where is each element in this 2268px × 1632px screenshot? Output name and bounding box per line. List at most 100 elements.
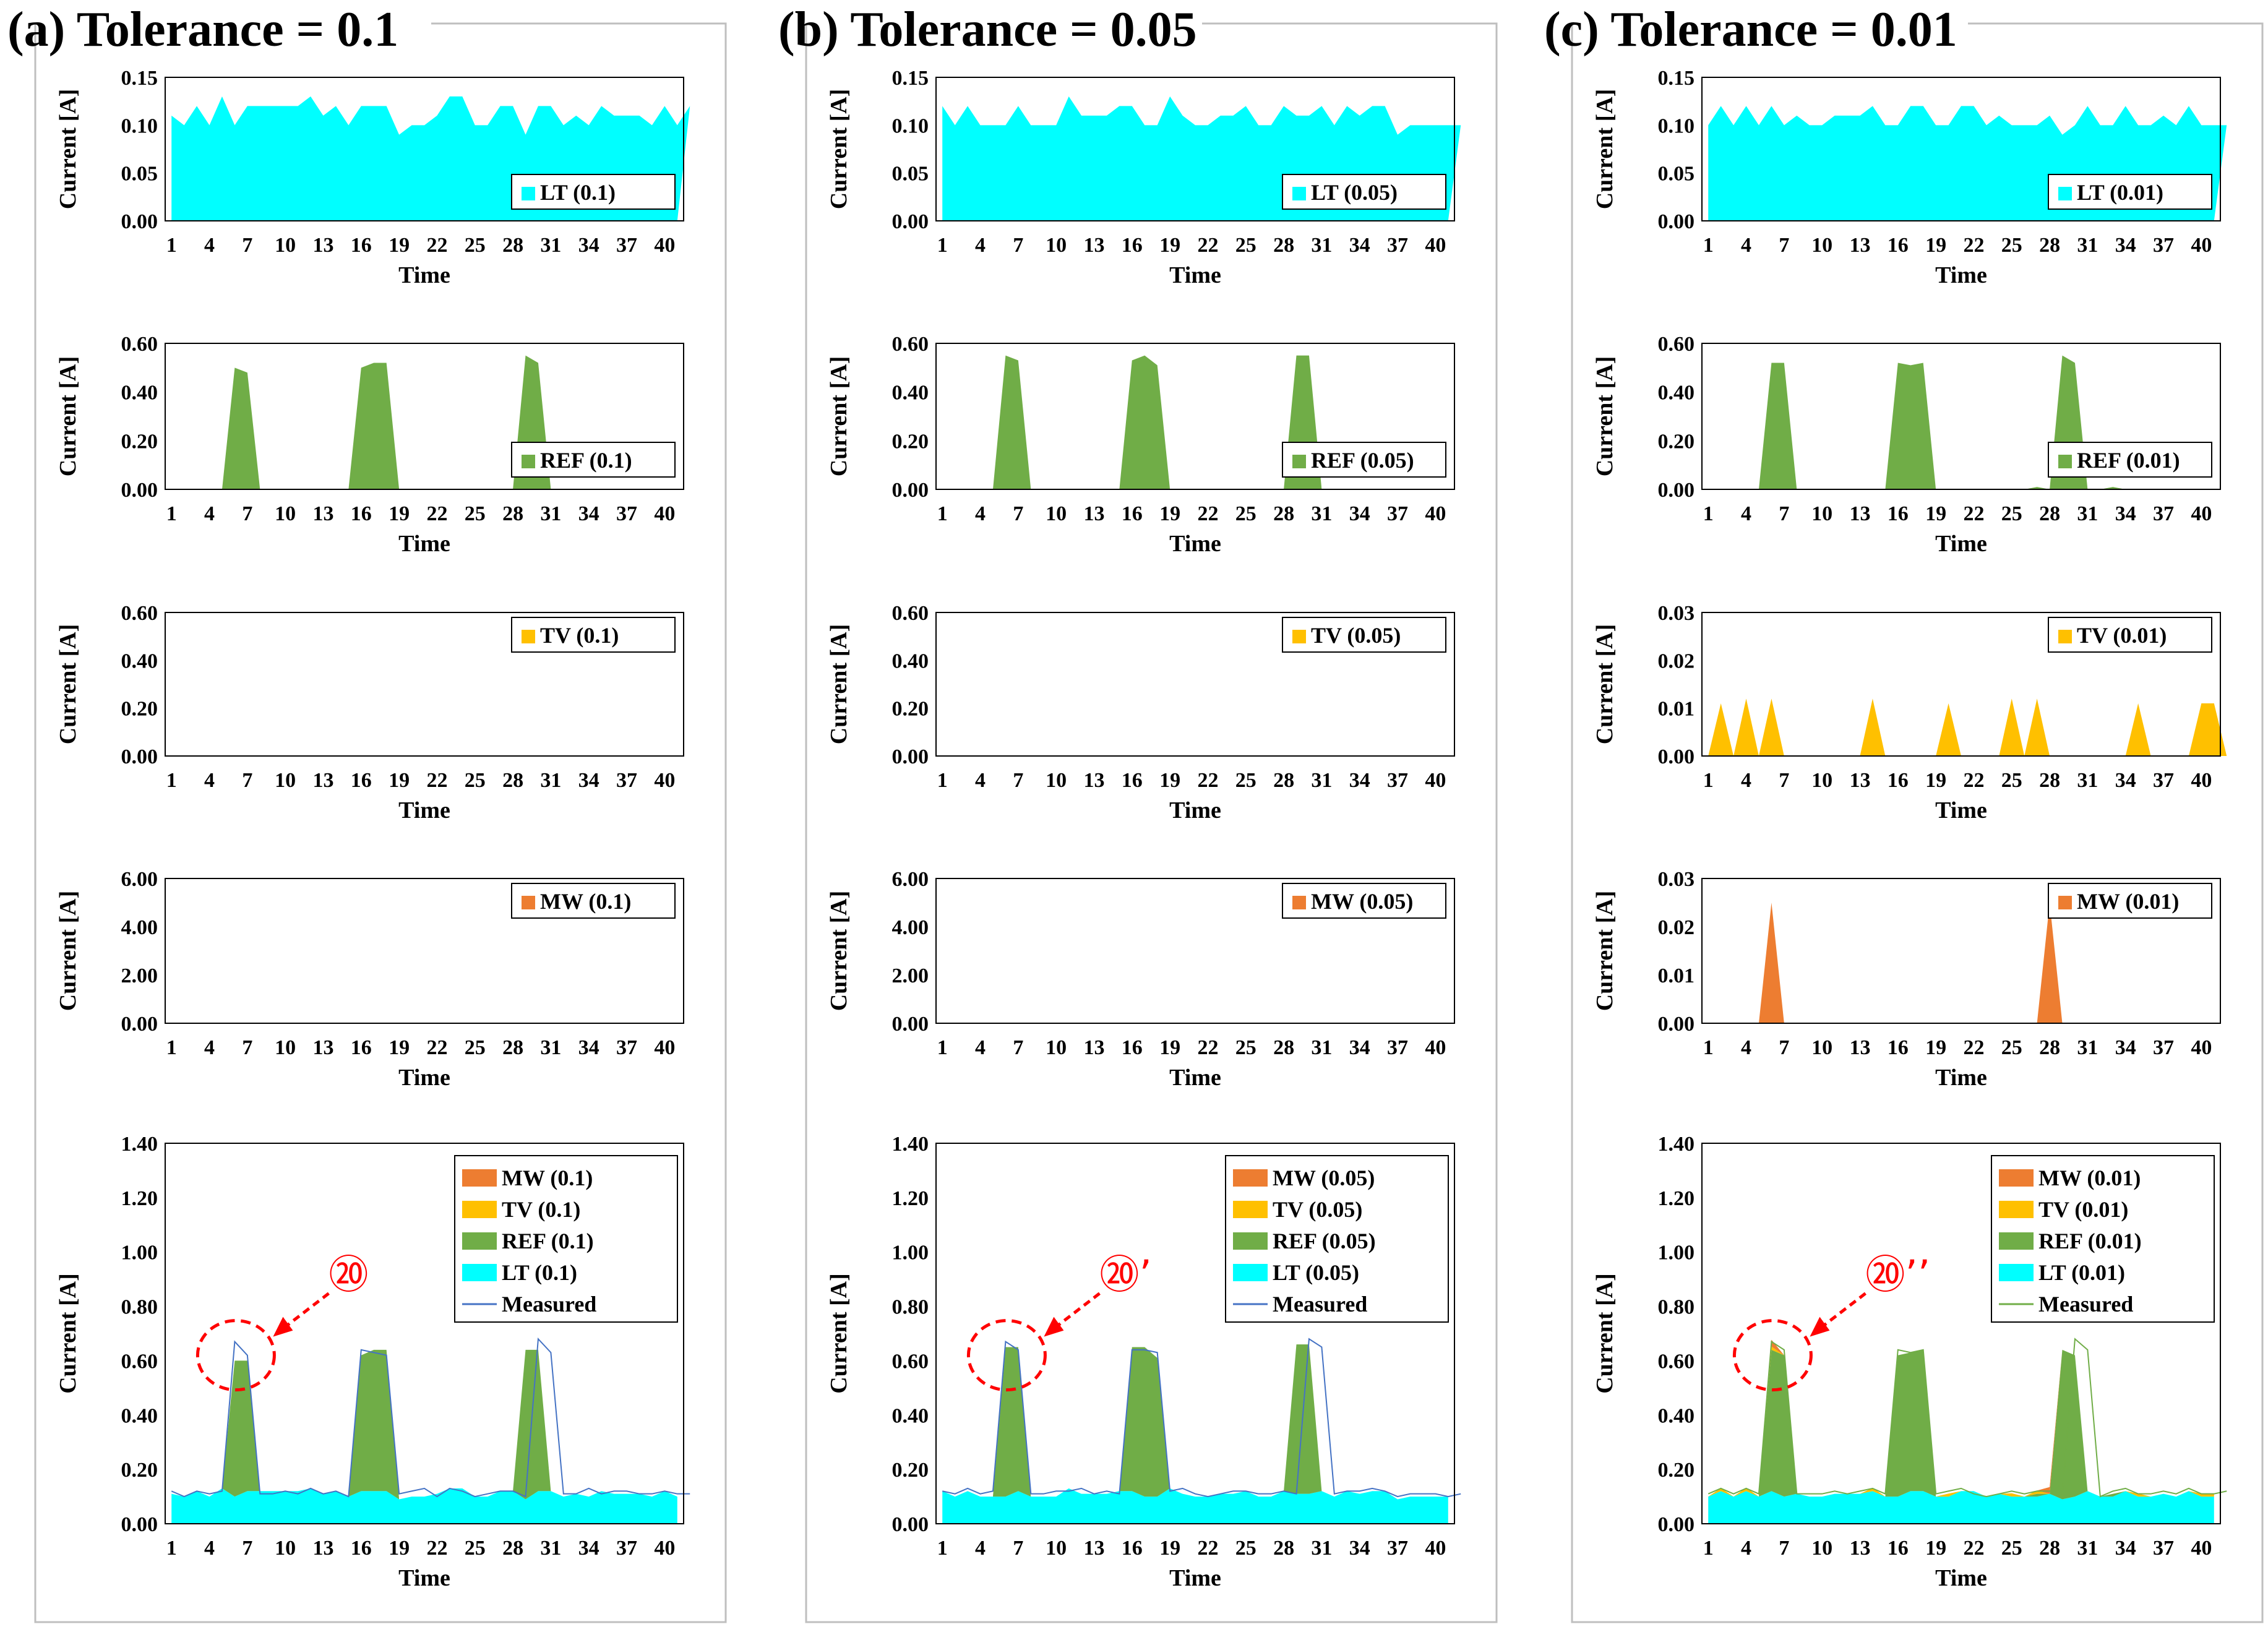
x-tick-label: 1	[937, 769, 948, 792]
x-tick-label: 16	[1888, 1036, 1909, 1059]
legend: MW (0.05)	[1282, 883, 1446, 919]
x-tick-label: 7	[1013, 502, 1023, 525]
x-tick-label: 16	[1122, 234, 1143, 257]
x-tick-label: 40	[654, 502, 675, 525]
x-tick-label: 10	[1046, 502, 1067, 525]
legend-swatch	[1292, 630, 1306, 643]
x-tick-label: 10	[275, 769, 296, 792]
x-tick-label: 10	[1811, 1537, 1832, 1560]
y-tick-label: 0.00	[1658, 479, 1695, 502]
x-tick-label: 25	[1235, 1537, 1256, 1560]
x-tick-label: 25	[1235, 769, 1256, 792]
legend-label: Measured	[502, 1292, 596, 1316]
x-tick-label: 4	[975, 502, 986, 525]
x-axis-title: Time	[1169, 797, 1221, 823]
x-tick-label: 34	[2115, 1036, 2136, 1059]
x-tick-label: 4	[1741, 769, 1751, 792]
x-tick-label: 34	[2115, 769, 2136, 792]
legend: TV (0.05)	[1282, 617, 1446, 653]
x-tick-label: 40	[2191, 502, 2212, 525]
x-tick-label: 25	[2001, 234, 2022, 257]
x-tick-label: 13	[1083, 1537, 1104, 1560]
x-tick-label: 40	[1425, 1537, 1446, 1560]
y-tick-label: 0.00	[892, 479, 929, 502]
x-tick-label: 37	[616, 234, 637, 257]
x-tick-label: 1	[937, 502, 948, 525]
legend-label: MW (0.01)	[2038, 1166, 2141, 1190]
y-tick-label: 0.40	[1658, 382, 1695, 405]
y-tick-label: 1.20	[1658, 1187, 1695, 1210]
y-tick-label: 1.00	[121, 1242, 158, 1265]
x-tick-label: 13	[312, 1537, 333, 1560]
legend-swatch	[1999, 1232, 2034, 1250]
y-axis-title: Current [A]	[55, 356, 81, 477]
y-axis-title: Current [A]	[1592, 356, 1618, 477]
annotation: ⑳	[195, 1253, 368, 1392]
y-tick-label: 0.80	[892, 1296, 929, 1319]
chart-c-3: 0.00 0.01 0.02 0.03 Current [A] 1 4 7 10 13 16 19 22…	[1592, 602, 2227, 823]
legend: REF (0.1)	[511, 442, 676, 478]
x-tick-label: 19	[1159, 769, 1180, 792]
x-axis-title: Time	[1935, 262, 1987, 288]
x-tick-label: 16	[1888, 769, 1909, 792]
y-tick-label: 0.15	[121, 67, 158, 90]
legend-label: REF (0.1)	[540, 448, 632, 473]
legend-swatch	[2058, 896, 2072, 909]
plot-border	[1701, 77, 2221, 221]
x-tick-label: 13	[1083, 769, 1104, 792]
x-tick-label: 40	[2191, 1036, 2212, 1059]
x-axis-title: Time	[1169, 1065, 1221, 1091]
annotation: ⑳’	[966, 1253, 1152, 1392]
y-tick-label: 1.20	[892, 1187, 929, 1210]
x-tick-label: 31	[1311, 1036, 1332, 1059]
legend-swatch	[462, 1232, 497, 1250]
legend-label: TV (0.01)	[2077, 623, 2167, 648]
x-tick-label: 22	[426, 234, 447, 257]
panel-a: (a) Tolerance = 0.1 0.00 0.05 0.10 0.15 Curre…	[7, 2, 727, 1623]
y-tick-label: 0.60	[121, 602, 158, 625]
legend-label: TV (0.1)	[502, 1197, 580, 1222]
x-tick-label: 40	[654, 234, 675, 257]
x-tick-label: 16	[1122, 1537, 1143, 1560]
y-tick-label: 0.20	[121, 1459, 158, 1482]
x-tick-label: 28	[2039, 1036, 2060, 1059]
y-tick-label: 0.80	[1658, 1296, 1695, 1319]
x-tick-label: 10	[1811, 234, 1832, 257]
x-tick-label: 1	[937, 234, 948, 257]
annotation: ⑳’’	[1732, 1253, 1930, 1392]
x-tick-label: 37	[2153, 769, 2174, 792]
x-tick-label: 7	[1779, 1036, 1789, 1059]
x-tick-label: 34	[1349, 234, 1370, 257]
legend-swatch	[462, 1264, 497, 1281]
legend-label: REF (0.01)	[2038, 1229, 2142, 1253]
x-tick-label: 13	[312, 234, 333, 257]
y-tick-label: 0.40	[121, 650, 158, 672]
y-tick-label: 0.01	[1658, 964, 1695, 987]
x-tick-label: 19	[389, 769, 410, 792]
y-tick-label: 4.00	[892, 916, 929, 939]
y-tick-label: 0.40	[892, 382, 929, 405]
x-tick-label: 19	[1159, 1537, 1180, 1560]
x-tick-label: 22	[1197, 502, 1218, 525]
x-tick-label: 19	[1159, 1036, 1180, 1059]
legend-swatch	[462, 1201, 497, 1218]
x-tick-label: 25	[2001, 1537, 2022, 1560]
x-tick-label: 40	[2191, 1537, 2212, 1560]
legend-label: LT (0.01)	[2077, 180, 2163, 205]
x-tick-label: 40	[2191, 769, 2212, 792]
x-tick-label: 13	[1849, 234, 1870, 257]
chart-b-2: 0.00 0.20 0.40 0.60 Current [A] 1 4 7 10 13 16 19 22…	[826, 333, 1461, 557]
panel-frame	[34, 22, 727, 1623]
annotation-arrowhead	[1044, 1316, 1064, 1337]
x-tick-label: 1	[1703, 234, 1714, 257]
y-tick-label: 0.60	[1658, 333, 1695, 356]
y-axis-title: Current [A]	[55, 624, 81, 745]
plot-border	[935, 343, 1455, 490]
x-tick-label: 16	[1122, 769, 1143, 792]
chart-a-1: 0.00 0.05 0.10 0.15 Current [A] 1 4 7 10 13 16 19 22…	[55, 67, 690, 288]
x-tick-label: 4	[204, 234, 215, 257]
y-tick-label: 0.10	[892, 114, 929, 137]
x-tick-label: 25	[1235, 1036, 1256, 1059]
annotation-arrow-line	[1050, 1292, 1101, 1332]
y-tick-label: 0.10	[121, 114, 158, 137]
